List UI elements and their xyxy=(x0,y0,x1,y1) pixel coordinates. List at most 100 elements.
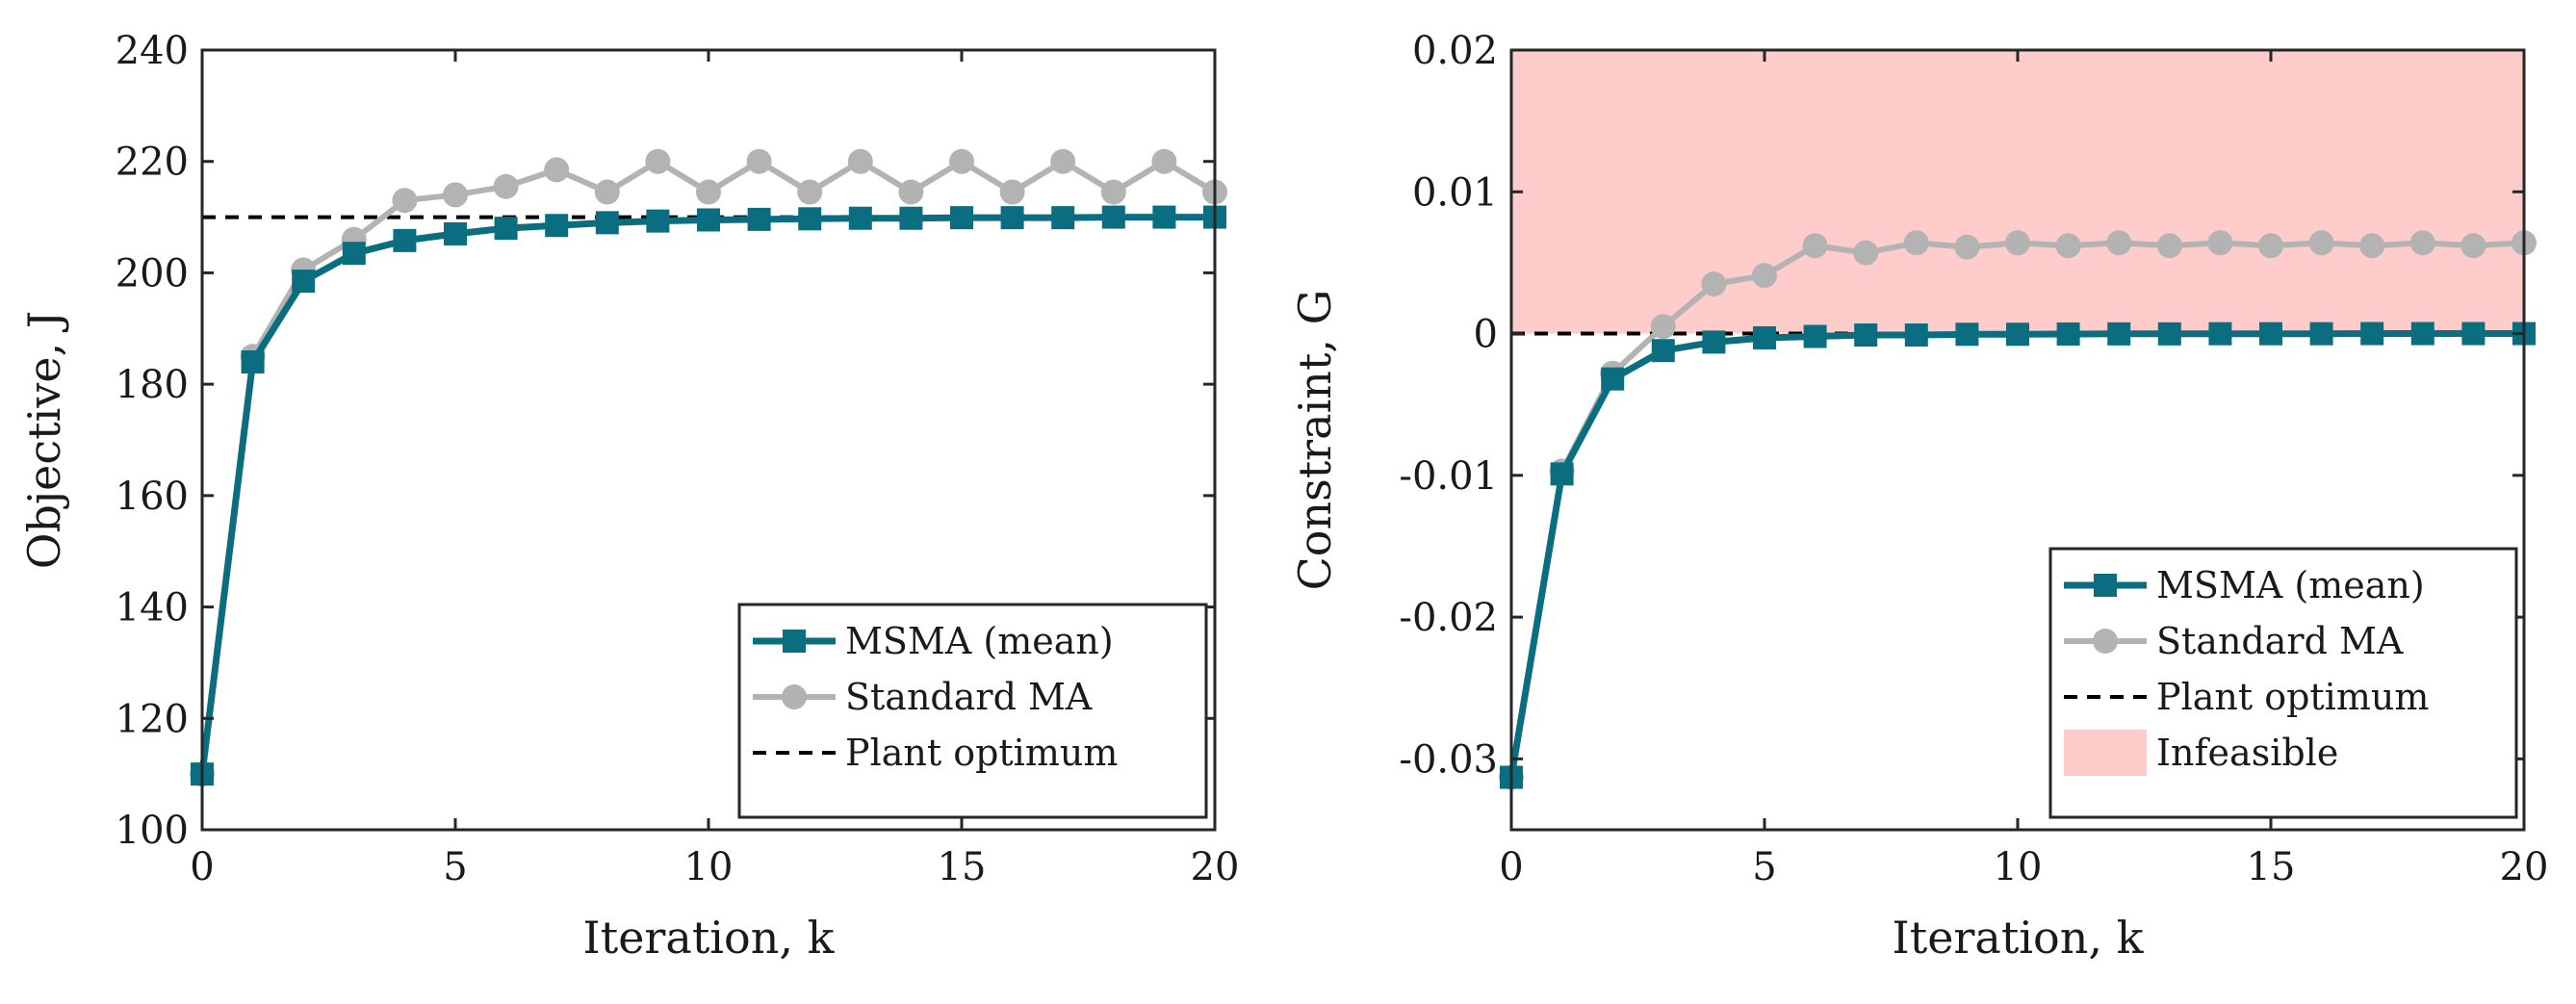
msma-point xyxy=(2208,322,2232,346)
msma-point xyxy=(241,350,265,373)
standard-ma-point xyxy=(443,182,468,208)
standard-ma-point xyxy=(2359,233,2385,259)
msma-point xyxy=(1651,339,1675,363)
standard-ma-point xyxy=(1853,240,1879,266)
y-tick-label: 0 xyxy=(1474,313,1498,357)
msma-point xyxy=(2360,322,2384,346)
msma-point xyxy=(393,228,417,252)
x-tick-label: 20 xyxy=(2500,845,2549,889)
y-tick-label: 0.01 xyxy=(1412,170,1498,215)
y-tick-label: 220 xyxy=(116,141,189,185)
msma-point xyxy=(494,217,518,241)
msma-point xyxy=(747,207,771,231)
msma-point xyxy=(1000,206,1024,230)
msma-point xyxy=(1904,323,1928,348)
standard-ma-point xyxy=(847,148,873,174)
msma-point xyxy=(1803,324,1827,348)
legend-label: Infeasible xyxy=(2156,732,2338,774)
y-tick-label: 0.02 xyxy=(1412,29,1498,73)
legend-infeasible-swatch xyxy=(2064,730,2147,776)
x-tick-label: 0 xyxy=(190,845,214,889)
msma-point xyxy=(444,221,467,245)
standard-ma-point xyxy=(1802,233,1828,259)
standard-ma-point xyxy=(696,179,721,205)
msma-point xyxy=(1101,205,1125,229)
legend-label: MSMA (mean) xyxy=(845,620,1114,662)
standard-ma-point xyxy=(392,188,418,214)
x-axis-label: Iteration, k xyxy=(1893,912,2145,964)
msma-point xyxy=(1152,205,1176,229)
standard-ma-point xyxy=(645,148,671,174)
msma-point xyxy=(899,206,923,230)
msma-point xyxy=(1550,462,1574,486)
msma-point xyxy=(2309,322,2333,346)
x-tick-label: 5 xyxy=(1752,845,1776,889)
standard-ma-point xyxy=(2258,233,2283,259)
msma-point xyxy=(848,206,872,230)
legend-standard-ma-marker xyxy=(2093,629,2118,654)
standard-ma-point xyxy=(1151,148,1177,174)
y-tick-label: 100 xyxy=(116,809,189,853)
x-tick-label: 10 xyxy=(684,845,734,889)
constraint-chart: 0 5 10 15 20 -0.03 -0.02 -0.01 0 0.01 0.02 Iteratio… xyxy=(1289,29,2548,964)
standard-ma-point xyxy=(999,179,1025,205)
x-tick-label: 0 xyxy=(1499,845,1523,889)
y-tick-label: 160 xyxy=(116,475,189,519)
legend-label: MSMA (mean) xyxy=(2156,564,2425,606)
msma-point xyxy=(1955,322,1979,347)
y-tick-label: 140 xyxy=(116,586,189,631)
msma-point xyxy=(1601,367,1625,391)
msma-point xyxy=(950,206,973,230)
msma-point xyxy=(1702,330,1726,354)
standard-ma-point xyxy=(1752,263,1777,289)
standard-ma-point xyxy=(1050,148,1076,174)
x-tick-label: 15 xyxy=(2247,845,2296,889)
standard-ma-point xyxy=(2308,230,2334,256)
msma-point xyxy=(595,211,619,235)
standard-ma-point xyxy=(493,173,519,199)
standard-ma-point xyxy=(797,179,823,205)
standard-ma-point xyxy=(2156,233,2182,259)
msma-point xyxy=(342,242,366,266)
msma-point xyxy=(1753,325,1776,349)
msma-point xyxy=(2006,322,2029,347)
standard-ma-point xyxy=(544,157,570,183)
y-tick-label: 240 xyxy=(116,29,189,73)
msma-point xyxy=(2157,322,2181,346)
msma-point xyxy=(2056,322,2080,346)
msma-point xyxy=(697,208,720,232)
legend-msma-marker xyxy=(2094,574,2117,597)
x-tick-label: 15 xyxy=(938,845,987,889)
standard-ma-point xyxy=(746,148,772,174)
y-tick-label: 180 xyxy=(116,363,189,407)
objective-chart: 0 5 10 15 20 100 120 140 160 180 200 220 240 Iteratio… xyxy=(18,29,1239,964)
y-tick-label: 200 xyxy=(116,251,189,296)
legend-standard-ma-marker xyxy=(782,684,807,709)
standard-ma-point xyxy=(1903,230,1929,256)
x-tick-label: 5 xyxy=(443,845,467,889)
msma-point xyxy=(2259,322,2282,346)
y-axis-label: Objective, J xyxy=(18,311,70,570)
msma-point xyxy=(2410,322,2434,346)
legend-label: Plant optimum xyxy=(2156,676,2429,718)
msma-point xyxy=(1051,206,1075,230)
standard-ma-point xyxy=(2106,230,2132,256)
standard-ma-point xyxy=(1100,179,1126,205)
y-tick-label: 120 xyxy=(116,697,189,741)
standard-ma-point xyxy=(949,148,974,174)
msma-point xyxy=(2461,322,2486,346)
x-axis-label: Iteration, k xyxy=(583,912,836,964)
y-tick-label: -0.03 xyxy=(1399,737,1498,782)
standard-ma-point xyxy=(594,179,620,205)
y-axis-label: Constraint, G xyxy=(1289,290,1341,591)
standard-ma-point xyxy=(2460,233,2486,259)
legend-label: Standard MA xyxy=(2156,620,2404,662)
standard-ma-point xyxy=(2207,230,2233,256)
standard-ma-point xyxy=(2409,230,2435,256)
infeasible-region xyxy=(1511,50,2524,334)
legend-msma-marker xyxy=(783,630,806,653)
standard-ma-point xyxy=(1954,234,1980,260)
standard-ma-point xyxy=(2055,233,2081,259)
y-tick-label: -0.01 xyxy=(1399,454,1498,499)
